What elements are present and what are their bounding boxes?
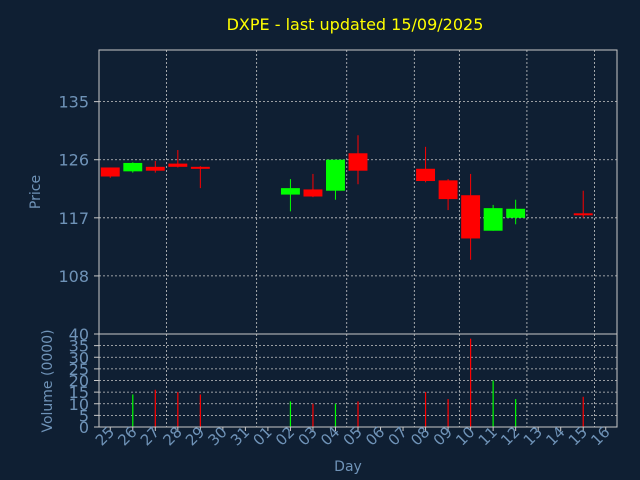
volume-tick-label: 35 <box>69 337 89 356</box>
volume-panel: 0510152025303540252627282930310102030405… <box>69 325 618 449</box>
candle-body <box>280 188 300 195</box>
candle-body <box>483 208 503 231</box>
price-tick-label: 108 <box>58 267 89 286</box>
candle-body <box>506 208 526 218</box>
volume-tick-label: 10 <box>69 395 89 414</box>
candle-body <box>573 213 593 216</box>
candle-body <box>100 167 120 177</box>
candle-body <box>168 163 188 167</box>
volume-tick-label: 25 <box>69 360 89 379</box>
candle-body <box>303 189 323 197</box>
volume-tick-label: 30 <box>69 348 89 367</box>
price-tick-label: 126 <box>58 151 89 170</box>
candle-body <box>461 195 481 239</box>
volume-tick-label: 0 <box>79 418 89 437</box>
volume-tick-label: 20 <box>69 372 89 391</box>
candle-body <box>438 180 458 200</box>
volume-axis-label: Volume (0000) <box>40 329 56 432</box>
chart-title: DXPE - last updated 15/09/2025 <box>227 15 484 34</box>
candle-body <box>348 153 368 171</box>
candle-body <box>123 162 143 172</box>
price-axis-label: Price <box>28 175 44 209</box>
candle-body <box>145 166 165 171</box>
price-plot-frame <box>98 49 618 335</box>
volume-tick-label: 5 <box>79 406 89 425</box>
volume-tick-label: 15 <box>69 383 89 402</box>
price-tick-label: 117 <box>58 209 89 228</box>
candle-body <box>326 159 345 191</box>
candle-body <box>190 166 210 169</box>
day-axis-label: Day <box>334 459 362 475</box>
price-panel: 108 117 126 135 <box>58 49 618 335</box>
volume-tick-label: 40 <box>69 325 89 344</box>
candle-body <box>416 168 436 182</box>
price-tick-label: 135 <box>58 93 89 112</box>
